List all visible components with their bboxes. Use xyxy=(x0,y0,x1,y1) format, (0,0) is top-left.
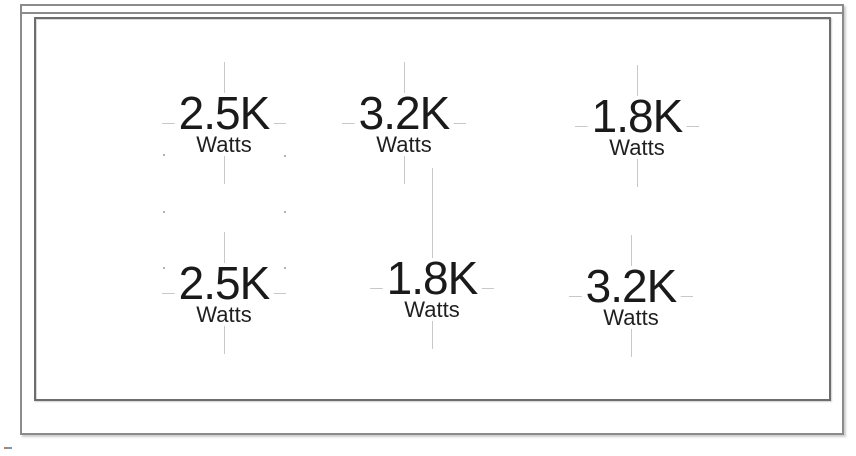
zone-corner-dot xyxy=(284,155,286,157)
burner-power-value: 2.5K xyxy=(178,87,271,139)
zone-corner-dot xyxy=(163,154,165,156)
burner-label: 2.5K Watts xyxy=(174,257,274,327)
burner-power-value: 1.8K xyxy=(386,252,479,304)
burner-bottom-left: 2.5K Watts xyxy=(142,232,306,354)
cooktop-surface-frame xyxy=(34,17,831,401)
burner-power-value: 3.2K xyxy=(585,260,678,312)
burner-label: 3.2K Watts xyxy=(581,260,681,330)
zone-corner-dot xyxy=(163,211,165,213)
burner-power-unit: Watts xyxy=(404,297,460,322)
burner-bottom-right: 3.2K Watts xyxy=(549,235,713,357)
burner-label: 1.8K Watts xyxy=(382,252,482,322)
burner-top-left: 2.5K Watts xyxy=(142,62,306,184)
cooktop-outer-frame xyxy=(20,4,844,435)
burner-power-unit: Watts xyxy=(603,305,659,330)
burner-power-unit: Watts xyxy=(196,132,252,157)
burner-label: 1.8K Watts xyxy=(587,90,687,160)
zone-corner-dot xyxy=(284,211,286,213)
burner-label: 3.2K Watts xyxy=(354,87,454,157)
burner-power-value: 3.2K xyxy=(358,87,451,139)
burner-top-center: 3.2K Watts xyxy=(322,62,486,184)
pixel-artifact xyxy=(4,447,13,449)
burner-label: 2.5K Watts xyxy=(174,87,274,157)
cooktop-top-trim-line xyxy=(21,12,842,14)
burner-top-right: 1.8K Watts xyxy=(555,65,719,187)
burner-power-unit: Watts xyxy=(196,302,252,327)
burner-bottom-center: 1.8K Watts xyxy=(350,168,514,349)
burner-power-value: 2.5K xyxy=(178,257,271,309)
burner-power-unit: Watts xyxy=(609,135,665,160)
burner-power-unit: Watts xyxy=(376,132,432,157)
burner-power-value: 1.8K xyxy=(591,90,684,142)
zone-corner-dot xyxy=(163,267,165,269)
zone-corner-dot xyxy=(284,267,286,269)
